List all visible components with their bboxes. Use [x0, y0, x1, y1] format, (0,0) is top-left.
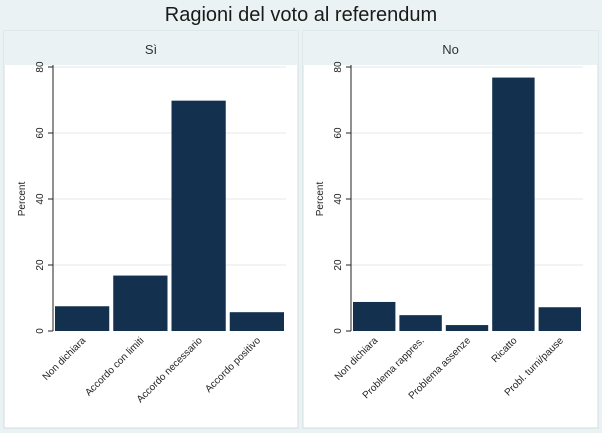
bar — [229, 312, 284, 331]
panel-title: Sì — [145, 42, 157, 57]
bar — [492, 77, 535, 331]
y-tick-label: 20 — [35, 259, 46, 271]
y-tick-label: 0 — [35, 328, 46, 334]
chart-title: Ragioni del voto al referendum — [164, 4, 438, 26]
panel-title: No — [442, 42, 459, 57]
bar — [399, 315, 442, 331]
bar — [445, 325, 489, 331]
bar — [113, 275, 168, 331]
bar — [55, 306, 110, 331]
bar — [353, 301, 396, 331]
y-axis-title: Percent — [315, 182, 326, 217]
y-tick-label: 80 — [333, 61, 344, 73]
y-tick-label: 40 — [35, 193, 46, 205]
y-tick-label: 0 — [333, 328, 344, 334]
panel-background — [302, 30, 599, 429]
y-tick-label: 60 — [35, 127, 46, 139]
chart-title-wrap: Ragioni del voto al referendum — [0, 0, 602, 30]
y-tick-label: 20 — [333, 259, 344, 271]
bar — [538, 307, 581, 331]
y-tick-label: 60 — [333, 127, 344, 139]
y-tick-label: 40 — [333, 193, 344, 205]
panel-header — [303, 31, 598, 65]
panel-header — [4, 31, 298, 65]
y-axis-title: Percent — [17, 182, 28, 217]
y-tick-label: 80 — [35, 61, 46, 73]
bar — [171, 100, 226, 331]
